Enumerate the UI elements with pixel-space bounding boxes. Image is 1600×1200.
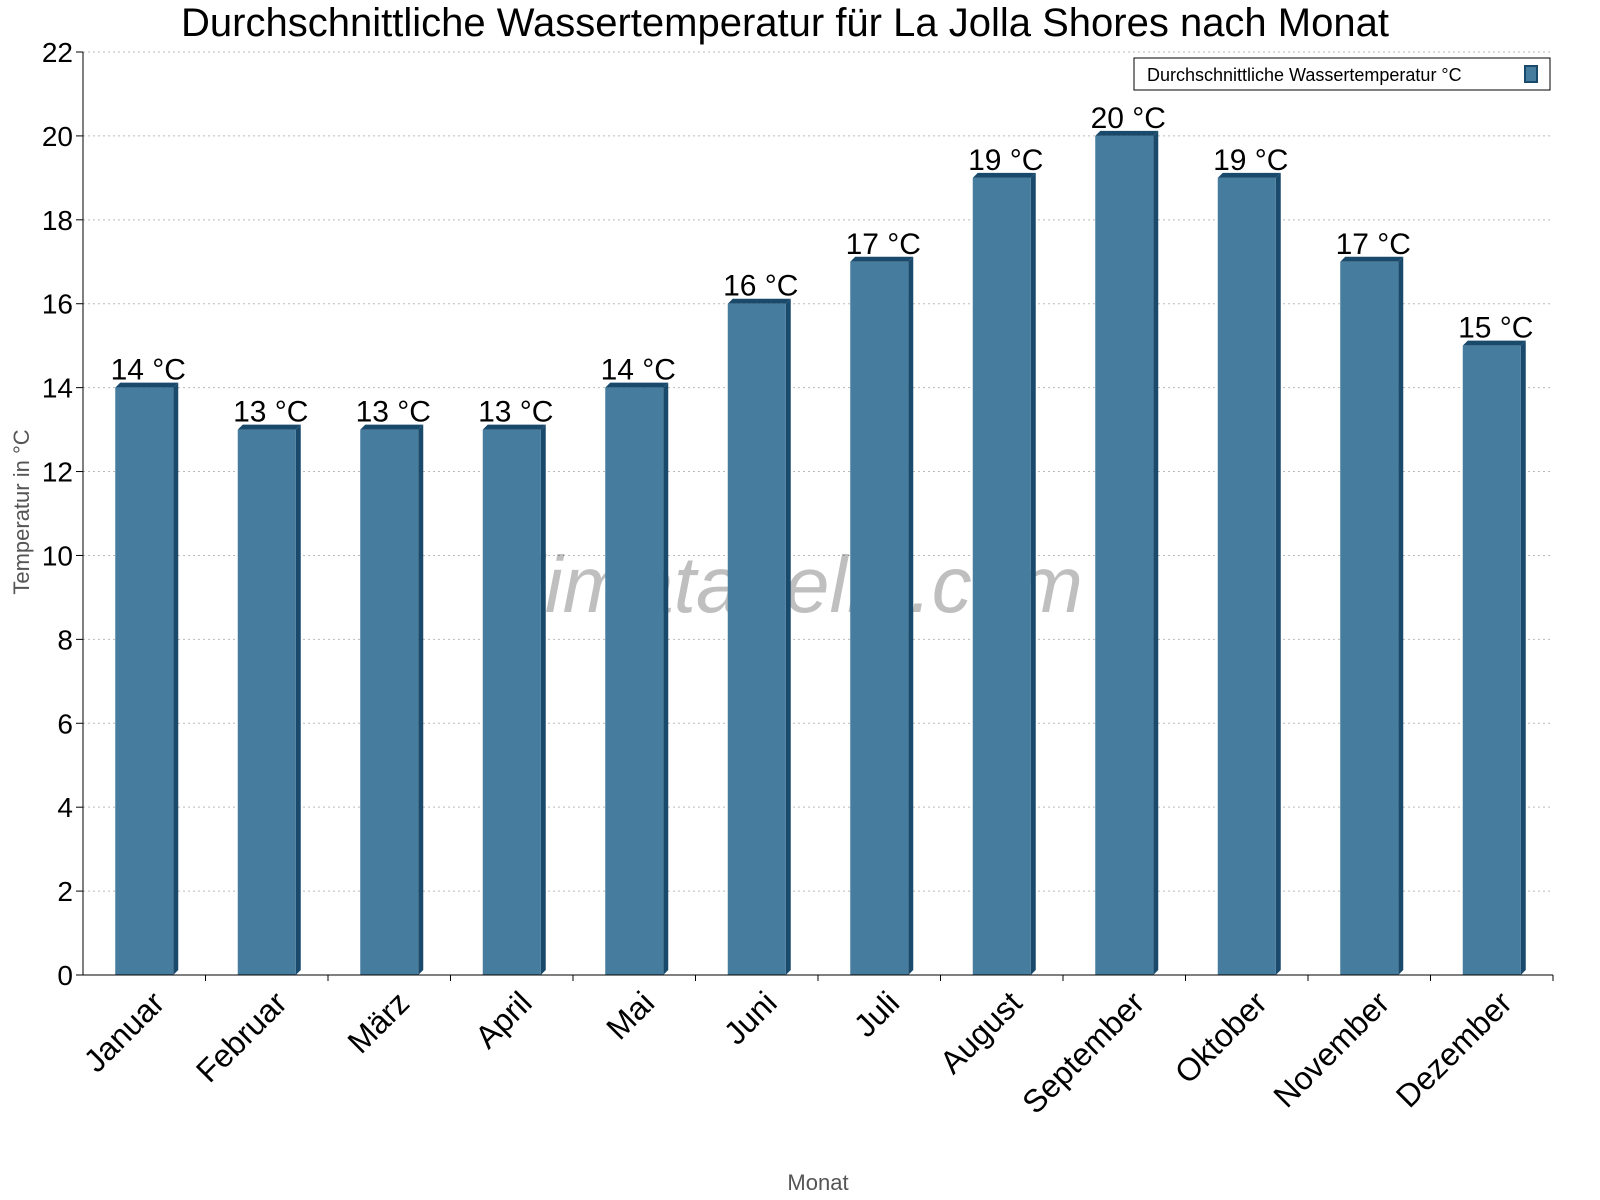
y-tick-label: 10 [42, 540, 73, 571]
bar-top [237, 424, 301, 430]
bar-side [540, 424, 546, 975]
bar-side [173, 382, 179, 975]
x-tick-label: Juni [717, 984, 784, 1051]
bar [850, 261, 909, 976]
bar-side [1153, 130, 1159, 976]
y-tick-label: 18 [42, 205, 73, 236]
y-tick-label: 12 [42, 457, 73, 488]
bar [605, 387, 664, 975]
bar-top [1217, 172, 1281, 178]
x-tick-label: Mai [599, 984, 661, 1046]
bar [360, 429, 419, 975]
bar-side [908, 256, 914, 976]
data-label: 13 °C [356, 396, 431, 429]
bars: 14 °C 13 °C 13 °C 13 °C 14 °C 16 °C 17 °C 19 °C… [111, 102, 1533, 976]
bar-side [785, 298, 791, 975]
y-tick-label: 2 [57, 876, 73, 907]
bar-top [360, 424, 424, 430]
bar-side [1030, 172, 1036, 975]
y-tick-label: 20 [42, 121, 73, 152]
gridlines [83, 51, 1553, 892]
bar [482, 429, 541, 975]
bar [972, 177, 1031, 975]
x-tick-label: Januar [77, 984, 172, 1079]
bar-top [850, 256, 914, 262]
y-tick-label: 22 [42, 37, 73, 68]
data-label: 16 °C [723, 270, 798, 303]
data-label: 15 °C [1458, 312, 1533, 345]
bar-top [115, 382, 179, 388]
bar-top [482, 424, 546, 430]
bar-side [1520, 340, 1526, 975]
data-label: 19 °C [968, 144, 1043, 177]
y-tick-label: 14 [42, 373, 73, 404]
bar-side [295, 424, 301, 975]
data-label: 19 °C [1213, 144, 1288, 177]
x-tick-label: Juli [847, 984, 906, 1043]
x-tick-label: November [1266, 984, 1396, 1114]
legend: Durchschnittliche Wassertemperatur °C [1133, 57, 1551, 91]
data-label: 13 °C [233, 396, 308, 429]
bar-top [1095, 130, 1159, 136]
bar-side [1275, 172, 1281, 975]
bar [1340, 261, 1399, 976]
x-tick-label: September [1015, 984, 1151, 1120]
y-tick-label: 6 [57, 708, 73, 739]
y-tick-label: 8 [57, 624, 73, 655]
data-label: 13 °C [478, 396, 553, 429]
bar-side [418, 424, 424, 975]
bar [237, 429, 296, 975]
data-label: 20 °C [1091, 102, 1166, 135]
data-label: 14 °C [601, 354, 676, 387]
bar-top [972, 172, 1036, 178]
legend-box [1133, 57, 1551, 91]
y-axis-label: Temperatur in °C [9, 429, 34, 594]
x-tick-label: August [933, 984, 1029, 1080]
y-tick-label: 0 [57, 960, 73, 991]
x-tick-label: März [340, 984, 416, 1060]
x-tick-label: April [468, 984, 539, 1055]
x-tick-label: Dezember [1389, 984, 1519, 1114]
bar-top [1340, 256, 1404, 262]
bar-top [1462, 340, 1526, 346]
bar [1462, 345, 1521, 975]
data-label: 14 °C [111, 354, 186, 387]
data-label: 17 °C [846, 228, 921, 261]
legend-swatch [1524, 65, 1538, 83]
bar [1217, 177, 1276, 975]
data-label: 17 °C [1336, 228, 1411, 261]
bar [115, 387, 174, 975]
bar [727, 303, 786, 975]
legend-label: Durchschnittliche Wassertemperatur °C [1147, 65, 1462, 85]
x-tick-label: Oktober [1168, 984, 1274, 1090]
bar [1095, 135, 1154, 976]
bar-top [605, 382, 669, 388]
bar-side [663, 382, 669, 975]
x-tick-label: Februar [189, 984, 294, 1089]
bar-side [1398, 256, 1404, 976]
y-tick-label: 16 [42, 289, 73, 320]
x-axis-label: Monat [787, 1170, 848, 1195]
chart-title: Durchschnittliche Wassertemperatur für L… [181, 1, 1389, 45]
y-tick-label: 4 [57, 792, 73, 823]
bar-top [727, 298, 791, 304]
